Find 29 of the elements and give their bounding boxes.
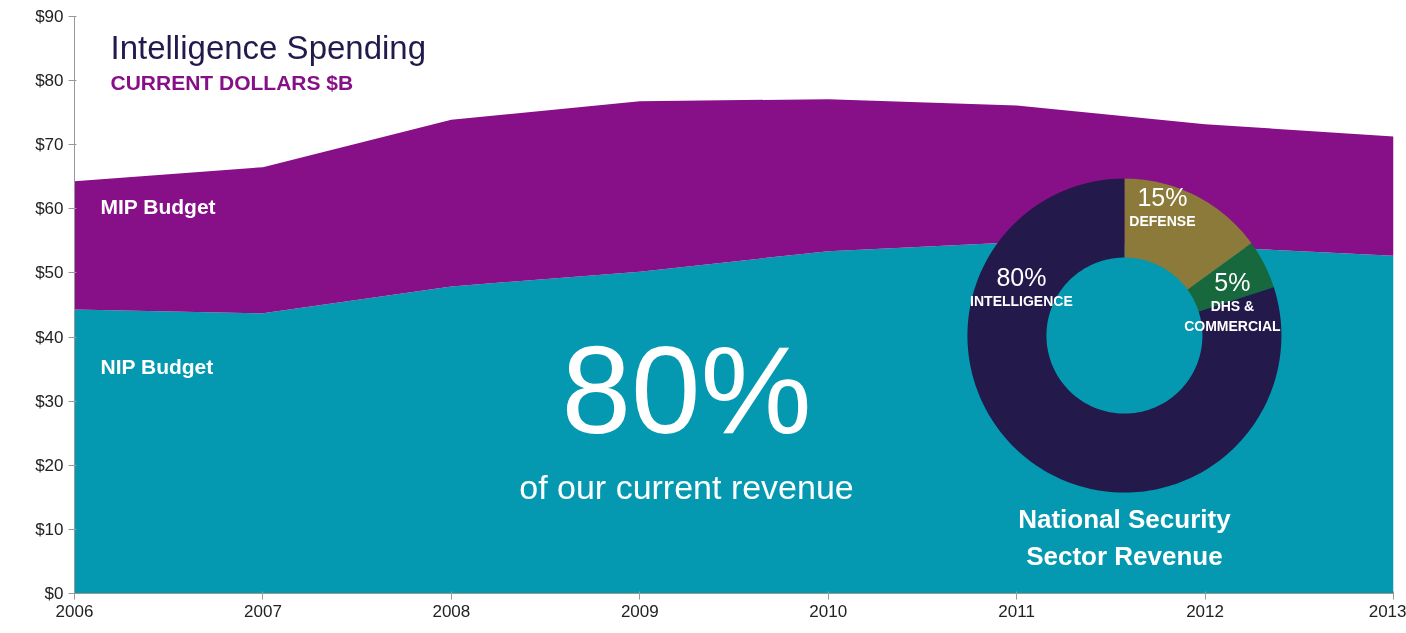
- x-tick-label: 2008: [432, 601, 471, 621]
- annotation: of our current revenue: [519, 467, 854, 506]
- x-tick-label: 2013: [1368, 601, 1406, 621]
- y-tick-label: $50: [35, 263, 64, 283]
- series-label: MIP Budget: [100, 195, 216, 219]
- annotation: 80%: [561, 319, 812, 459]
- x-tick-label: 2010: [809, 601, 848, 621]
- y-tick-label: $30: [35, 391, 64, 411]
- slice-label: DEFENSE: [1129, 212, 1196, 229]
- x-tick-label: 2009: [620, 601, 659, 621]
- y-tick-label: $0: [44, 584, 64, 603]
- y-tick-label: $10: [35, 519, 64, 539]
- y-tick-label: $60: [35, 199, 64, 219]
- x-tick-label: 2006: [55, 601, 94, 621]
- x-tick-label: 2012: [1186, 601, 1224, 621]
- x-tick-label: 2007: [244, 601, 282, 621]
- y-tick-label: $90: [35, 7, 64, 26]
- data-label: 5%: [1214, 267, 1251, 296]
- x-tick-label: 2011: [998, 601, 1035, 621]
- text: CURRENT DOLLARS $B: [110, 70, 354, 94]
- data-label: 15%: [1137, 182, 1188, 211]
- y-tick-label: $70: [35, 135, 64, 155]
- y-tick-label: $20: [35, 455, 64, 475]
- y-tick-label: $40: [35, 327, 64, 347]
- data-label: 80%: [996, 262, 1047, 291]
- y-tick-label: $80: [35, 71, 64, 91]
- series-label: NIP Budget: [100, 354, 214, 378]
- chart-title: Intelligence Spending: [110, 28, 427, 66]
- text: National Security Sector Revenue: [1018, 503, 1232, 572]
